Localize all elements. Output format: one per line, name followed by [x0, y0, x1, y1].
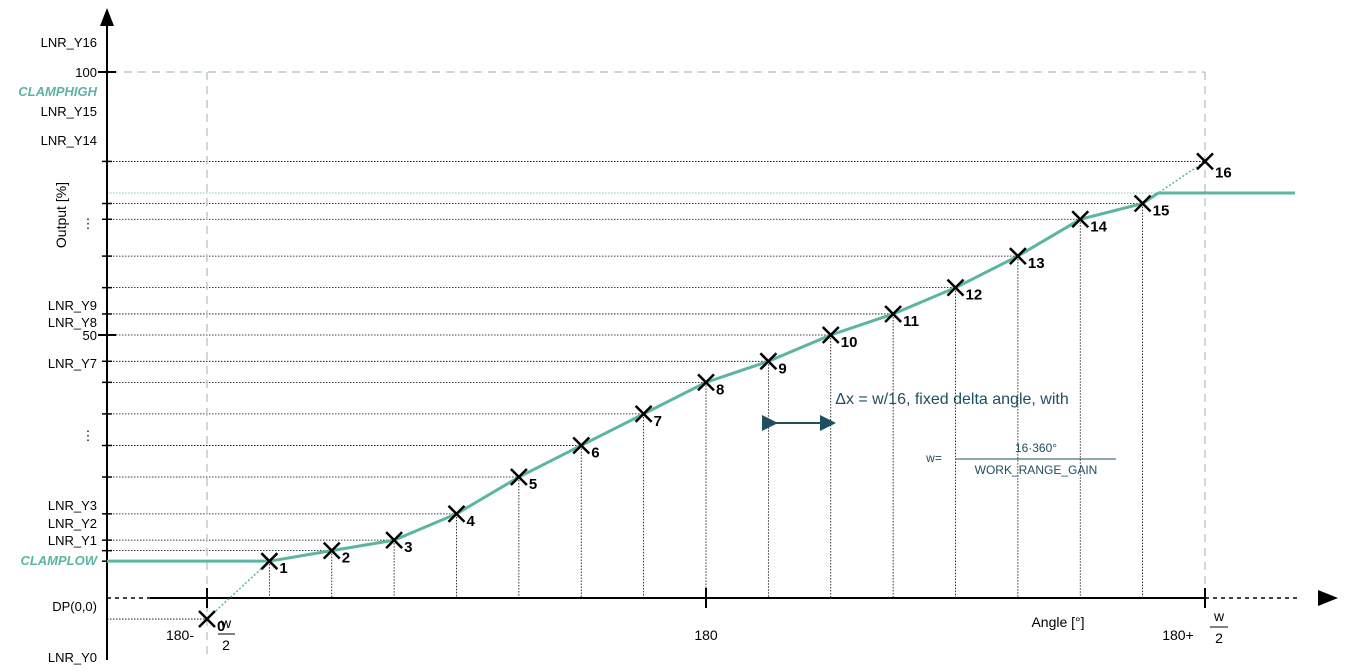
point-label-6: 6 — [591, 444, 599, 461]
linearization-curve — [107, 160, 1295, 620]
guide-lines — [107, 161, 1205, 620]
y-axis — [100, 8, 114, 660]
label-dots-lower: ⋮ — [82, 428, 95, 443]
y-axis-arrow-icon — [100, 8, 114, 26]
point-marker-4: 4 — [447, 504, 476, 530]
point-marker-9: 9 — [759, 352, 787, 377]
point-label-9: 9 — [778, 360, 786, 377]
cross-icon — [946, 278, 965, 297]
w-denominator: WORK_RANGE_GAIN — [975, 463, 1098, 477]
w-numerator: 16·360° — [1015, 441, 1057, 455]
delta-annotation: Δx = w/16, fixed delta angle, with — [835, 391, 1068, 408]
cross-icon — [572, 436, 591, 455]
label-lnr-y7: LNR_Y7 — [48, 356, 97, 371]
point-label-7: 7 — [654, 413, 662, 430]
point-marker-3: 3 — [385, 531, 412, 556]
label-dp: DP(0,0) — [52, 599, 97, 614]
point-marker-6: 6 — [572, 436, 600, 461]
label-50: 50 — [83, 328, 97, 343]
point-marker-14: 14 — [1071, 210, 1108, 235]
x-label-left-prefix: 180- — [166, 627, 194, 643]
point-marker-11: 11 — [884, 305, 919, 330]
cross-icon — [1071, 210, 1090, 229]
x-label-left-frac-num: w — [220, 615, 232, 631]
point-marker-7: 7 — [634, 405, 662, 430]
label-lnr-y2: LNR_Y2 — [48, 516, 97, 531]
x-label-left-frac-den: 2 — [222, 637, 230, 653]
point-marker-0: 0 — [198, 610, 225, 635]
range-frame — [110, 71, 1206, 660]
point-label-0: 0 — [217, 618, 225, 635]
label-100: 100 — [75, 65, 97, 80]
point-label-13: 13 — [1028, 255, 1045, 272]
x-label-center: 180 — [694, 627, 718, 643]
point-marker-1: 1 — [260, 552, 288, 577]
cross-icon — [447, 504, 466, 523]
cross-icon — [697, 373, 715, 392]
y-axis-ticks — [98, 71, 116, 562]
point-marker-2: 2 — [322, 541, 350, 567]
point-label-1: 1 — [279, 560, 287, 577]
label-lnr-y14: LNR_Y14 — [41, 133, 97, 148]
curve-extension-low — [206, 560, 270, 620]
y-axis-title: Output [%] — [53, 182, 69, 248]
cross-icon — [198, 610, 216, 628]
cross-icon — [884, 305, 903, 323]
point-marker-10: 10 — [821, 326, 858, 351]
point-label-5: 5 — [529, 476, 537, 493]
label-lnr-y15: LNR_Y15 — [41, 104, 97, 119]
label-dots-upper: ⋮ — [82, 216, 95, 231]
label-lnr-y9: LNR_Y9 — [48, 298, 97, 313]
label-lnr-y1: LNR_Y1 — [48, 533, 97, 548]
point-marker-12: 12 — [946, 278, 983, 304]
x-axis — [107, 588, 1338, 608]
point-label-12: 12 — [966, 287, 983, 304]
curve-segments — [269, 191, 1160, 563]
cross-icon — [759, 352, 778, 371]
point-marker-5: 5 — [509, 468, 537, 493]
cross-icon — [1008, 247, 1027, 265]
point-label-11: 11 — [903, 313, 919, 330]
x-label-right-frac-num: w — [1213, 608, 1225, 624]
point-label-2: 2 — [342, 550, 350, 567]
cross-icon — [1133, 194, 1152, 213]
point-label-15: 15 — [1153, 203, 1170, 220]
label-lnr-y3: LNR_Y3 — [48, 498, 97, 513]
point-marker-16: 16 — [1196, 152, 1232, 181]
cross-icon — [509, 468, 528, 486]
point-marker-8: 8 — [697, 373, 724, 398]
x-axis-arrow-icon — [1318, 590, 1338, 606]
x-label-right-frac-den: 2 — [1215, 630, 1223, 646]
point-label-16: 16 — [1215, 164, 1232, 181]
point-marker-13: 13 — [1008, 247, 1045, 272]
cross-icon — [821, 326, 840, 344]
label-clamphigh: CLAMPHIGH — [18, 84, 97, 99]
label-lnr-y8: LNR_Y8 — [48, 315, 97, 330]
point-marker-15: 15 — [1133, 194, 1170, 220]
w-equals: w= — [925, 451, 942, 465]
cross-icon — [260, 552, 279, 571]
point-label-3: 3 — [404, 539, 412, 556]
point-label-14: 14 — [1090, 218, 1107, 235]
point-label-8: 8 — [716, 381, 724, 398]
cross-icon — [634, 405, 653, 423]
x-label-right-prefix: 180+ — [1162, 627, 1194, 643]
cross-icon — [385, 531, 404, 550]
label-lnr-y16: LNR_Y16 — [41, 35, 97, 50]
cross-icon — [1196, 152, 1214, 171]
x-axis-title: Angle [°] — [1031, 614, 1084, 630]
point-label-4: 4 — [467, 513, 476, 530]
label-clamplow: CLAMPLOW — [20, 553, 98, 568]
label-lnr-y0: LNR_Y0 — [48, 650, 97, 665]
cross-icon — [322, 541, 341, 560]
point-label-10: 10 — [841, 334, 858, 351]
